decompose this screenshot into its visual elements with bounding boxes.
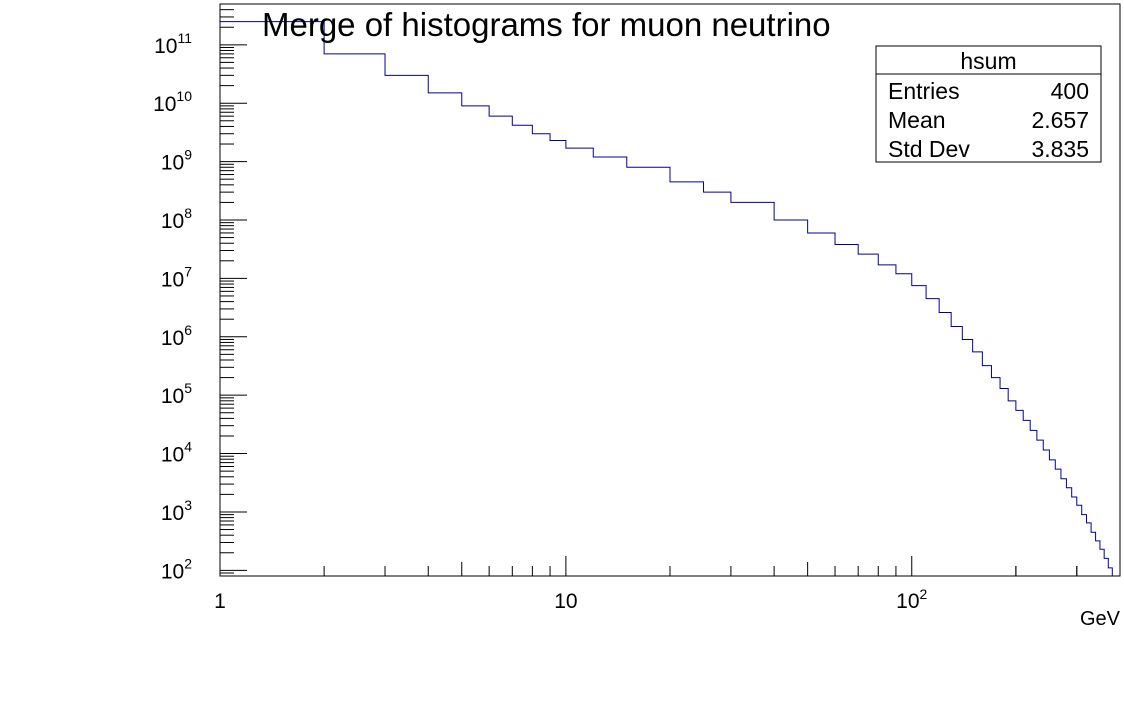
y-tick-label: 106 xyxy=(161,322,192,350)
stats-box-rows: Entries 400 Mean 2.657 Std Dev 3.835 xyxy=(888,78,1089,162)
stats-box-title: hsum xyxy=(960,48,1016,74)
stats-row-label: Entries xyxy=(888,78,960,104)
x-tick-label: 10 xyxy=(554,590,577,613)
stats-row-value: 2.657 xyxy=(1031,107,1089,133)
minor-ticks xyxy=(220,3,1121,577)
x-axis-label: GeV xyxy=(1080,608,1121,630)
y-tick-label: 109 xyxy=(161,147,192,175)
y-tick-label: 104 xyxy=(161,439,192,467)
y-tick-labels: 102 103 104 105 106 107 108 109 1010 1011 xyxy=(153,30,192,584)
y-tick-label: 107 xyxy=(161,263,192,291)
y-tick-label: 108 xyxy=(161,205,192,233)
stats-row-label: Mean xyxy=(888,107,946,133)
y-tick-label: 103 xyxy=(161,497,192,525)
stats-row-value: 3.835 xyxy=(1031,136,1089,162)
stats-row-value: 400 xyxy=(1051,78,1089,104)
stats-box: hsum Entries 400 Mean 2.657 Std Dev 3.835 xyxy=(875,45,1102,163)
x-tick-label: 102 xyxy=(896,586,927,613)
y-tick-label: 1011 xyxy=(154,30,192,58)
plot-frame xyxy=(219,3,1121,577)
chart-title: Merge of histograms for muon neutrino xyxy=(262,6,831,43)
x-tick-labels: 1 10 102 xyxy=(214,586,927,613)
stats-row-label: Std Dev xyxy=(888,136,970,162)
stats-box-frame xyxy=(875,45,1102,163)
x-tick-label: 1 xyxy=(214,590,226,613)
y-tick-label: 102 xyxy=(161,555,192,583)
y-tick-label: 1010 xyxy=(153,88,192,116)
y-tick-label: 105 xyxy=(161,380,192,408)
histogram-series-line xyxy=(220,21,1113,576)
